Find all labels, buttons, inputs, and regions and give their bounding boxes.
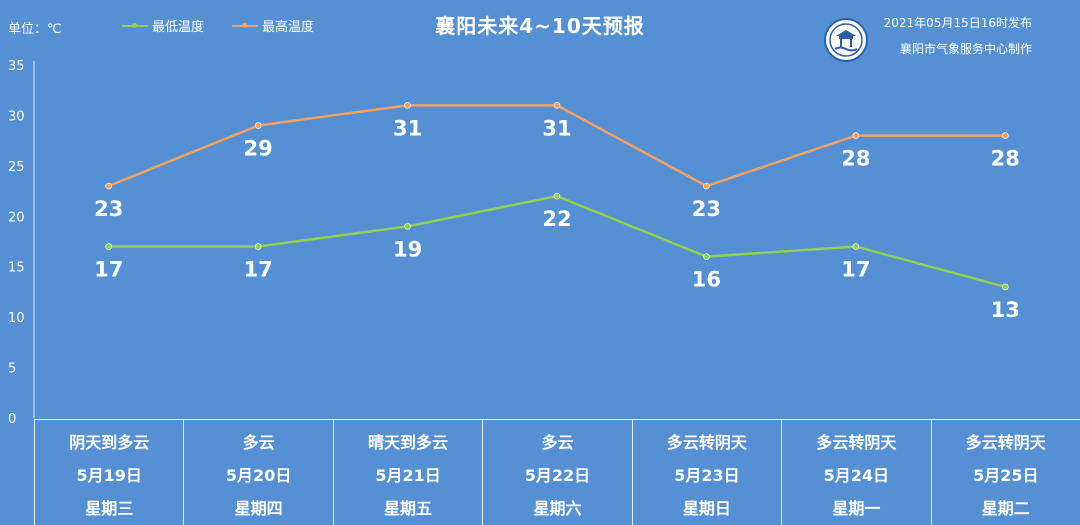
y-tick-label: 20 [8,210,25,225]
data-point-low [703,253,710,260]
data-label-low: 17 [244,258,273,282]
chart-series [105,102,1009,291]
day-weekday: 星期六 [533,499,582,518]
day-weather: 多云转阴天 [965,433,1046,452]
data-point-high [404,102,411,109]
legend-swatch-low [122,22,148,28]
data-point-low [553,192,561,200]
day-date: 5月24日 [823,466,890,485]
day-weekday: 星期四 [234,499,283,518]
day-weekday: 星期二 [981,499,1030,518]
legend-item-low: 最低温度 [122,16,204,35]
day-date: 5月23日 [674,466,740,485]
legend: 最低温度 最高温度 [122,16,314,35]
y-tick-label: 15 [8,261,25,276]
day-date: 5月25日 [973,466,1039,485]
y-tick-label: 0 [8,412,16,427]
maker-label: 襄阳市气象服务中心制作 [899,42,1032,56]
day-weekday: 星期一 [832,499,881,518]
day-column: 晴天到多云 5月21日 星期五 [332,420,482,525]
day-column: 多云 5月22日 星期六 [482,420,631,525]
data-point-low [1001,283,1009,291]
legend-swatch-high [232,22,259,28]
day-weather: 多云转阴天 [666,433,747,452]
data-label-high: 31 [542,116,571,140]
weather-service-logo [824,18,868,62]
legend-item-high: 最高温度 [232,16,314,35]
day-date: 5月21日 [375,466,441,485]
day-column: 多云转阴天 5月24日 星期一 [781,420,930,525]
day-weekday: 星期三 [85,499,134,518]
day-column: 多云转阴天 5月23日 星期日 [631,420,781,525]
day-weekday: 星期五 [384,499,433,518]
y-tick-label: 35 [8,59,25,74]
data-label-low: 17 [841,258,870,282]
day-weather: 多云转阴天 [816,433,897,452]
data-point-low [254,243,262,250]
data-label-low: 22 [542,207,571,231]
day-date: 5月22日 [524,466,591,485]
data-point-high [703,182,710,190]
data-label-low: 16 [692,268,721,292]
data-label-high: 29 [244,137,273,161]
day-column: 阴天到多云 5月19日 星期三 [34,420,183,525]
day-column: 多云 5月20日 星期四 [183,420,332,525]
data-label-high: 23 [94,197,123,221]
chart-title: 襄阳未来4~10天预报 [435,14,645,38]
forecast-table: 阴天到多云 5月19日 星期三 多云 5月20日 星期四 晴天到多云 5月21日… [34,419,1080,525]
y-tick-label: 30 [8,109,25,124]
day-date: 5月19日 [76,466,142,485]
data-label-high: 31 [393,116,422,140]
unit-label: 单位：℃ [8,22,62,37]
data-point-low [105,243,113,250]
data-point-high [852,132,860,139]
y-tick-label: 5 [8,362,16,377]
data-point-high [254,122,262,129]
legend-label-high: 最高温度 [262,20,315,35]
data-label-high: 23 [692,197,721,221]
data-point-high [105,182,113,190]
legend-label-low: 最低温度 [152,20,205,35]
day-date: 5月20日 [225,466,292,485]
day-column: 多云转阴天 5月25日 星期二 [930,420,1080,525]
data-point-high [553,102,561,109]
data-labels: 17 17 19 22 16 17 13 23 29 31 31 23 28 28 [94,116,1020,322]
day-weather: 阴天到多云 [69,433,150,452]
day-weather: 晴天到多云 [368,433,449,452]
day-weather: 多云 [242,433,275,452]
data-label-high: 28 [991,147,1020,171]
data-point-low [852,243,860,250]
data-label-high: 28 [841,147,870,171]
y-axis: 0 5 10 15 20 25 30 35 [8,59,35,427]
publish-time: 2021年05月15日16时发布 [883,16,1032,30]
data-point-low [404,223,411,230]
data-label-low: 17 [94,258,123,282]
data-label-low: 19 [393,237,422,261]
data-point-high [1001,132,1009,139]
day-weekday: 星期日 [682,499,731,518]
day-weather: 多云 [541,433,574,452]
y-tick-label: 10 [8,311,25,326]
y-tick-label: 25 [8,160,25,175]
data-label-low: 13 [991,298,1020,322]
logo-emblem-icon [829,23,863,57]
